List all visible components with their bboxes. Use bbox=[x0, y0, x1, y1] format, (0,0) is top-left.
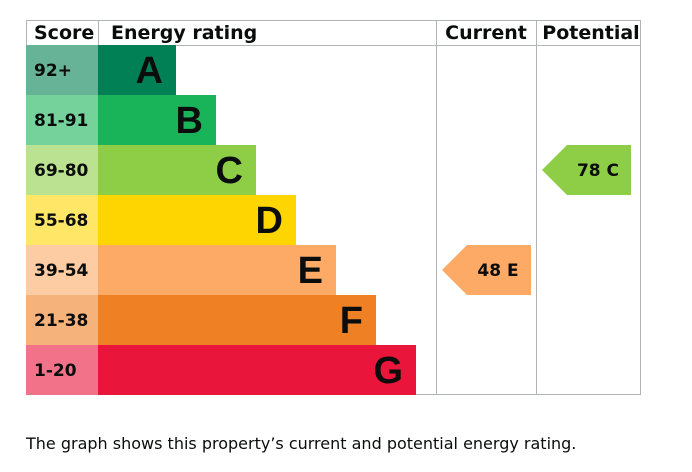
rating-markers: 48 E 78 C bbox=[442, 145, 631, 295]
score-label-a: 92+ bbox=[34, 61, 72, 81]
band-bar-f bbox=[98, 295, 376, 345]
score-label-c: 69-80 bbox=[34, 161, 89, 181]
band-letter-f: F bbox=[340, 300, 363, 342]
band-letter-e: E bbox=[298, 250, 323, 292]
score-cell-d bbox=[26, 195, 98, 245]
score-label-d: 55-68 bbox=[34, 211, 88, 231]
chart-caption: The graph shows this property’s current … bbox=[26, 434, 577, 453]
score-cell-a bbox=[26, 45, 98, 95]
current-rating-label: 48 E bbox=[477, 261, 518, 281]
potential-rating-arrow bbox=[542, 145, 631, 195]
band-letter-b: B bbox=[176, 100, 203, 142]
band-bar-g bbox=[98, 345, 416, 395]
band-letter-d: D bbox=[256, 200, 283, 242]
energy-rating-header: Energy rating bbox=[111, 22, 257, 44]
score-header: Score bbox=[34, 22, 94, 44]
band-bar-d bbox=[98, 195, 296, 245]
band-bar-b bbox=[98, 95, 216, 145]
band-bar-c bbox=[98, 145, 256, 195]
score-cell-e bbox=[26, 245, 98, 295]
band-letter-c: C bbox=[216, 150, 243, 192]
score-cell-c bbox=[26, 145, 98, 195]
score-cell-b bbox=[26, 95, 98, 145]
current-rating-arrow bbox=[442, 245, 531, 295]
rating-bands: 92+ A 81-91 B 69-80 C 55-68 D 39-54 E 21-38 F 1-20 G bbox=[26, 45, 416, 395]
energy-rating-chart: Score Energy rating Current Potential 92… bbox=[26, 20, 641, 395]
score-label-e: 39-54 bbox=[34, 261, 89, 281]
score-cell-f bbox=[26, 295, 98, 345]
potential-rating-label: 78 C bbox=[577, 161, 619, 181]
band-letter-a: A bbox=[136, 50, 163, 92]
band-bar-a bbox=[98, 45, 176, 95]
band-letter-g: G bbox=[373, 350, 403, 392]
score-label-f: 21-38 bbox=[34, 311, 88, 331]
score-label-b: 81-91 bbox=[34, 111, 88, 131]
score-cell-g bbox=[26, 345, 98, 395]
potential-header: Potential bbox=[542, 22, 639, 44]
current-header: Current bbox=[445, 22, 527, 44]
band-bar-e bbox=[98, 245, 336, 295]
score-label-g: 1-20 bbox=[34, 361, 77, 381]
